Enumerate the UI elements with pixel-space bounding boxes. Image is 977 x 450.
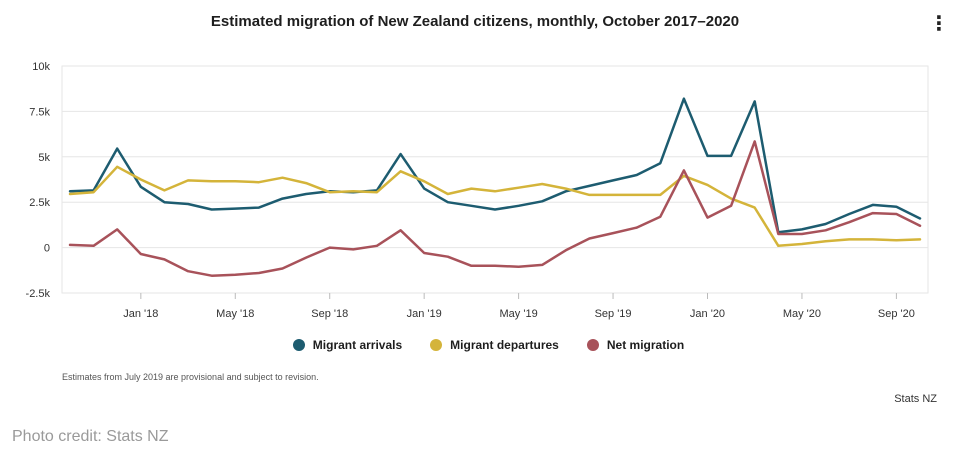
y-tick-label: 5k	[38, 152, 50, 164]
legend-swatch-arrivals	[292, 339, 305, 351]
photo-credit: Photo credit: Stats NZ	[12, 428, 169, 445]
chart-title: Estimated migration of New Zealand citiz…	[210, 13, 740, 30]
legend-label-net: Net migration	[606, 338, 685, 352]
series-lines	[68, 97, 922, 277]
legend-swatch-net	[586, 339, 599, 351]
x-tick-label: Sep '18	[311, 308, 348, 320]
legend-swatch-departures	[430, 339, 443, 351]
x-tick-label: Jan '18	[123, 308, 158, 320]
legend-label-departures: Migrant departures	[450, 338, 559, 352]
x-tick-label: Sep '20	[878, 308, 915, 320]
grid	[61, 65, 929, 294]
x-tick-label: Jan '19	[407, 308, 442, 320]
x-tick-label: Sep '19	[595, 308, 632, 320]
legend-item-departures[interactable]: Migrant departures	[430, 338, 559, 352]
legend-item-net[interactable]: Net migration	[586, 338, 685, 352]
series-line-migrant-arrivals	[68, 97, 922, 234]
legend-item-arrivals[interactable]: Migrant arrivals	[292, 338, 403, 352]
provisional-note: Estimates from July 2019 are provisional…	[62, 372, 319, 382]
source-credit: Stats NZ	[894, 393, 937, 405]
legend-label-arrivals: Migrant arrivals	[312, 338, 403, 352]
plot-area: -2.5k 0 2.5k 5k 7.5k 10k Jan '18 May '18 Sep '1…	[26, 61, 929, 320]
chart-card: Estimated migration of New Zealand citiz…	[0, 13, 977, 405]
y-axis: -2.5k 0 2.5k 5k 7.5k 10k	[26, 61, 51, 300]
series-line-migrant-departures	[68, 165, 922, 248]
y-tick-label: -2.5k	[26, 288, 51, 300]
x-tick-label: May '19	[500, 308, 538, 320]
y-tick-label: 2.5k	[29, 197, 50, 209]
x-tick-label: Jan '20	[690, 308, 725, 320]
y-tick-label: 10k	[32, 61, 50, 73]
series-line-net-migration	[68, 140, 922, 277]
x-tick-label: May '20	[783, 308, 821, 320]
x-axis: Jan '18 May '18 Sep '18 Jan '19 May '19 Sep '…	[123, 293, 915, 320]
y-tick-label: 7.5k	[29, 106, 50, 118]
x-tick-label: May '18	[216, 308, 254, 320]
y-tick-label: 0	[44, 243, 50, 255]
legend: Migrant arrivals Migrant departures Net …	[0, 338, 977, 352]
